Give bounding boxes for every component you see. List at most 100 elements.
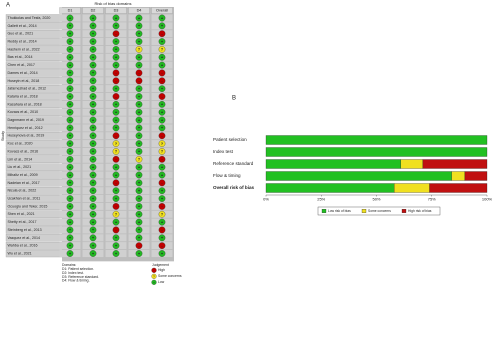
study-name: Wu et al., 2021 bbox=[8, 251, 32, 255]
judgement-dot bbox=[135, 171, 143, 179]
column-header: D3 bbox=[114, 9, 119, 13]
judgement-dot bbox=[89, 38, 97, 45]
judgement-symbol: + bbox=[69, 102, 72, 107]
judgement-dot bbox=[89, 101, 97, 108]
judgement-symbol: + bbox=[115, 102, 118, 107]
judgement-symbol: + bbox=[92, 164, 95, 169]
study-name: Henriquez et al., 2012 bbox=[8, 126, 43, 130]
judgement-dot bbox=[158, 124, 166, 132]
panel-title: Risk of bias domains bbox=[95, 1, 132, 6]
judgement-dot bbox=[158, 234, 166, 242]
judgement-dot bbox=[112, 140, 120, 147]
judgement-symbol: ? bbox=[115, 149, 118, 154]
judgement-symbol: + bbox=[138, 31, 141, 36]
judgement-symbol: + bbox=[161, 196, 164, 201]
study-name: Ucakhan et al., 2011 bbox=[8, 197, 41, 201]
judgement-symbol: + bbox=[92, 196, 95, 201]
judgement-dot bbox=[66, 14, 74, 22]
judgement-dot bbox=[89, 187, 97, 195]
judgement-symbol: ? bbox=[161, 212, 164, 217]
column-header: D1 bbox=[68, 9, 73, 13]
study-name: Chen et al., 2017 bbox=[8, 63, 35, 67]
judgement-dot bbox=[66, 93, 74, 100]
panel-letter: B bbox=[232, 96, 236, 102]
judgement-dot bbox=[89, 171, 97, 179]
judgement-symbol: + bbox=[92, 109, 95, 114]
judgement-symbol: ? bbox=[161, 149, 164, 154]
judgement-dot bbox=[135, 250, 143, 257]
legend-label: High risk of bias bbox=[408, 209, 432, 213]
judgement-symbol: + bbox=[138, 235, 141, 240]
judgement-dot bbox=[112, 203, 120, 210]
study-name: Shen et al., 2021 bbox=[8, 212, 35, 216]
judgement-symbol: + bbox=[92, 31, 95, 36]
judgement-dot bbox=[66, 132, 74, 140]
judgement-symbol: + bbox=[92, 180, 95, 185]
bar-segment bbox=[265, 159, 401, 169]
judgement-dot bbox=[112, 85, 120, 93]
judgement-symbol: + bbox=[69, 117, 72, 122]
judgement-symbol: + bbox=[115, 196, 118, 201]
judgement-symbol: + bbox=[138, 180, 141, 185]
study-name: Nicula et al., 2022 bbox=[8, 189, 37, 193]
judgement-symbol: ? bbox=[138, 47, 141, 52]
legend-swatch bbox=[361, 209, 367, 213]
judgement-dot bbox=[66, 242, 74, 249]
judgement-symbol: + bbox=[115, 243, 118, 248]
judgement-symbol: + bbox=[69, 31, 72, 36]
judgement-dot bbox=[66, 85, 74, 93]
judgement-dot bbox=[89, 140, 97, 147]
judgement-dot bbox=[89, 195, 97, 202]
judgement-symbol: + bbox=[115, 86, 118, 91]
judgement-dot bbox=[135, 46, 143, 53]
study-name: Dames et al., 2014 bbox=[8, 71, 38, 75]
judgement-dot bbox=[135, 30, 143, 38]
judgement-symbol: + bbox=[92, 55, 95, 60]
judgement-dot bbox=[135, 132, 143, 140]
judgement-symbol: + bbox=[138, 62, 141, 67]
judgement-dot bbox=[135, 77, 143, 85]
judgement-dot bbox=[66, 101, 74, 108]
judgement-symbol: + bbox=[92, 212, 95, 217]
judgement-symbol: ? bbox=[161, 47, 164, 52]
judgement-symbol: + bbox=[92, 62, 95, 67]
study-name: Huseyin et al., 2018 bbox=[8, 79, 40, 83]
judgement-symbol: + bbox=[69, 227, 72, 232]
column-header: D2 bbox=[91, 9, 96, 13]
judgement-symbol: + bbox=[161, 235, 164, 240]
category-label: Reference standard bbox=[213, 161, 254, 166]
judgement-symbol: + bbox=[92, 39, 95, 44]
study-name: Vazquez et al., 2014 bbox=[8, 236, 41, 240]
legend-symbol: + bbox=[153, 280, 155, 284]
judgement-symbol: + bbox=[161, 219, 164, 224]
judgement-dot bbox=[135, 124, 143, 132]
judgement-dot bbox=[66, 30, 74, 38]
judgement-symbol: + bbox=[138, 117, 141, 122]
judgement-symbol: + bbox=[92, 70, 95, 75]
judgement-dot bbox=[158, 61, 166, 69]
judgement-symbol: + bbox=[69, 251, 72, 256]
judgement-dot bbox=[89, 77, 97, 85]
judgement-symbol: ? bbox=[161, 141, 164, 146]
judgement-dot bbox=[135, 234, 143, 242]
judgement-dot bbox=[158, 250, 166, 257]
judgement-symbol: + bbox=[69, 23, 72, 28]
judgement-symbol: + bbox=[69, 62, 72, 67]
judgement-dot bbox=[66, 226, 74, 234]
judgement-symbol: ? bbox=[115, 212, 118, 217]
legend-item: D3: Reference standard. bbox=[62, 275, 99, 279]
judgement-symbol: + bbox=[69, 39, 72, 44]
judgement-symbol: + bbox=[138, 212, 141, 217]
judgement-symbol: + bbox=[161, 23, 164, 28]
judgement-symbol: - bbox=[161, 243, 163, 248]
judgement-dot bbox=[158, 218, 166, 226]
judgement-symbol: + bbox=[115, 15, 118, 20]
judgement-dot bbox=[89, 155, 97, 163]
judgement-dot bbox=[135, 148, 143, 155]
judgement-dot bbox=[158, 195, 166, 202]
judgement-dot bbox=[112, 108, 120, 116]
judgement-dot bbox=[112, 22, 120, 30]
judgement-dot bbox=[135, 203, 143, 210]
judgement-symbol: + bbox=[69, 125, 72, 130]
judgement-dot bbox=[89, 61, 97, 69]
